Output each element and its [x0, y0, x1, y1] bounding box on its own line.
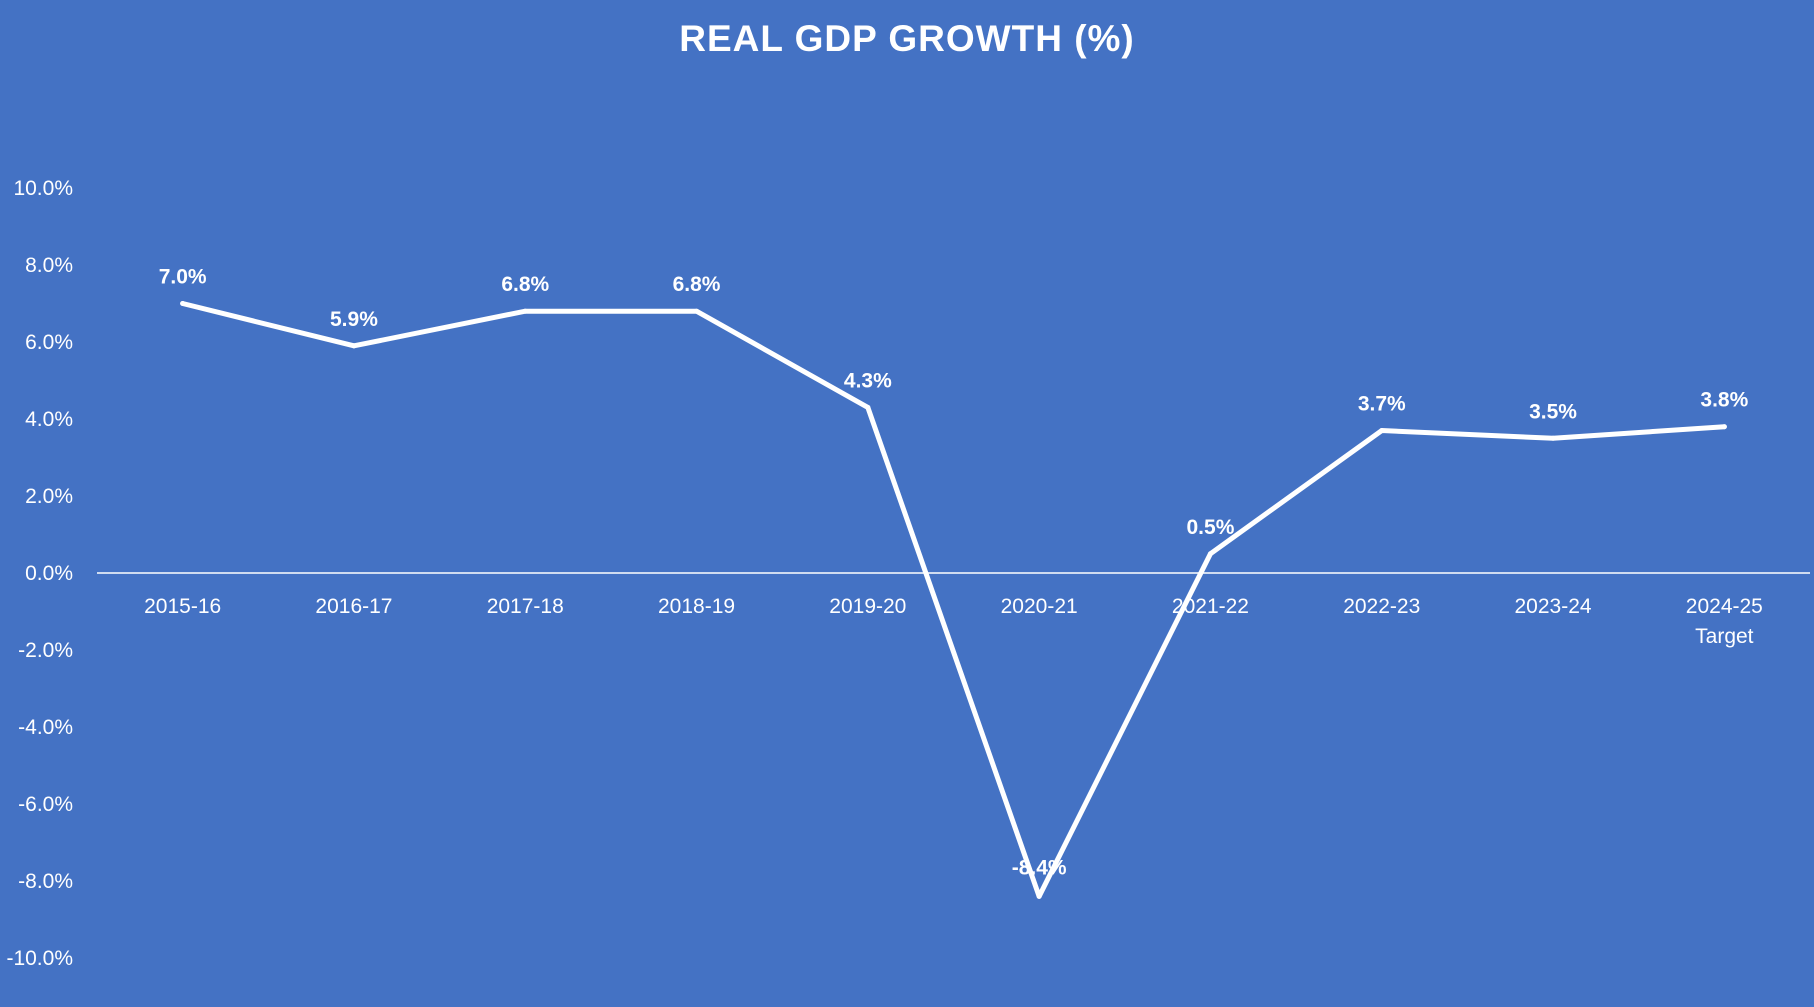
data-label: 7.0% — [159, 266, 207, 289]
y-tick-label: 6.0% — [25, 331, 73, 354]
series-line — [180, 301, 1727, 899]
x-tick-label: 2019-20 — [829, 595, 906, 618]
data-point — [1721, 424, 1727, 430]
y-tick-label: 2.0% — [25, 485, 73, 508]
chart-title: REAL GDP GROWTH (%) — [679, 18, 1135, 59]
y-tick-label: -10.0% — [6, 947, 73, 970]
x-tick-label: 2022-23 — [1343, 595, 1420, 618]
y-tick-label: 8.0% — [25, 254, 73, 277]
x-tick-label: 2018-19 — [658, 595, 735, 618]
data-label: 6.8% — [501, 273, 549, 296]
data-point — [351, 343, 357, 349]
y-tick-label: 4.0% — [25, 408, 73, 431]
data-point — [180, 301, 186, 306]
data-label-layer: 7.0% 5.9% 6.8% 6.8% 4.3% -8.4% 0.5% 3.7% 3.5% 3.8… — [159, 266, 1749, 880]
data-point — [1550, 435, 1556, 441]
drop-line-layer — [181, 303, 1726, 897]
y-tick-label: 0.0% — [25, 562, 73, 585]
data-label: 3.7% — [1358, 393, 1406, 416]
x-tick-label: 2024-25 Target — [1686, 595, 1763, 648]
data-label: -8.4% — [1012, 856, 1067, 879]
series-layer — [180, 301, 1727, 899]
data-point — [522, 308, 528, 314]
x-tick-label: 2021-22 — [1172, 595, 1249, 618]
data-point — [1036, 893, 1042, 899]
data-label: 6.8% — [673, 273, 721, 296]
y-tick-label: -2.0% — [18, 639, 73, 662]
x-tick-label: 2015-16 — [144, 595, 221, 618]
x-tick-label: 2017-18 — [487, 595, 564, 618]
data-label: 5.9% — [330, 308, 378, 331]
data-point — [1207, 551, 1213, 557]
data-point — [865, 404, 871, 410]
data-label: 0.5% — [1187, 516, 1235, 539]
x-tick-label: 2016-17 — [315, 595, 392, 618]
y-tick-label: -4.0% — [18, 716, 73, 739]
y-tick-label: -6.0% — [18, 793, 73, 816]
data-label: 3.5% — [1529, 400, 1577, 423]
y-tick-label: -8.0% — [18, 870, 73, 893]
data-point — [1379, 428, 1385, 434]
data-point — [694, 308, 700, 314]
data-label: 4.3% — [844, 369, 892, 392]
data-label: 3.8% — [1700, 389, 1748, 412]
axis-layer: 10.0% 8.0% 6.0% 4.0% 2.0% 0.0% -2.0% -4.0% -6.0%… — [6, 177, 1810, 970]
x-tick-label: 2023-24 — [1515, 595, 1592, 618]
y-tick-label: 10.0% — [13, 177, 73, 200]
